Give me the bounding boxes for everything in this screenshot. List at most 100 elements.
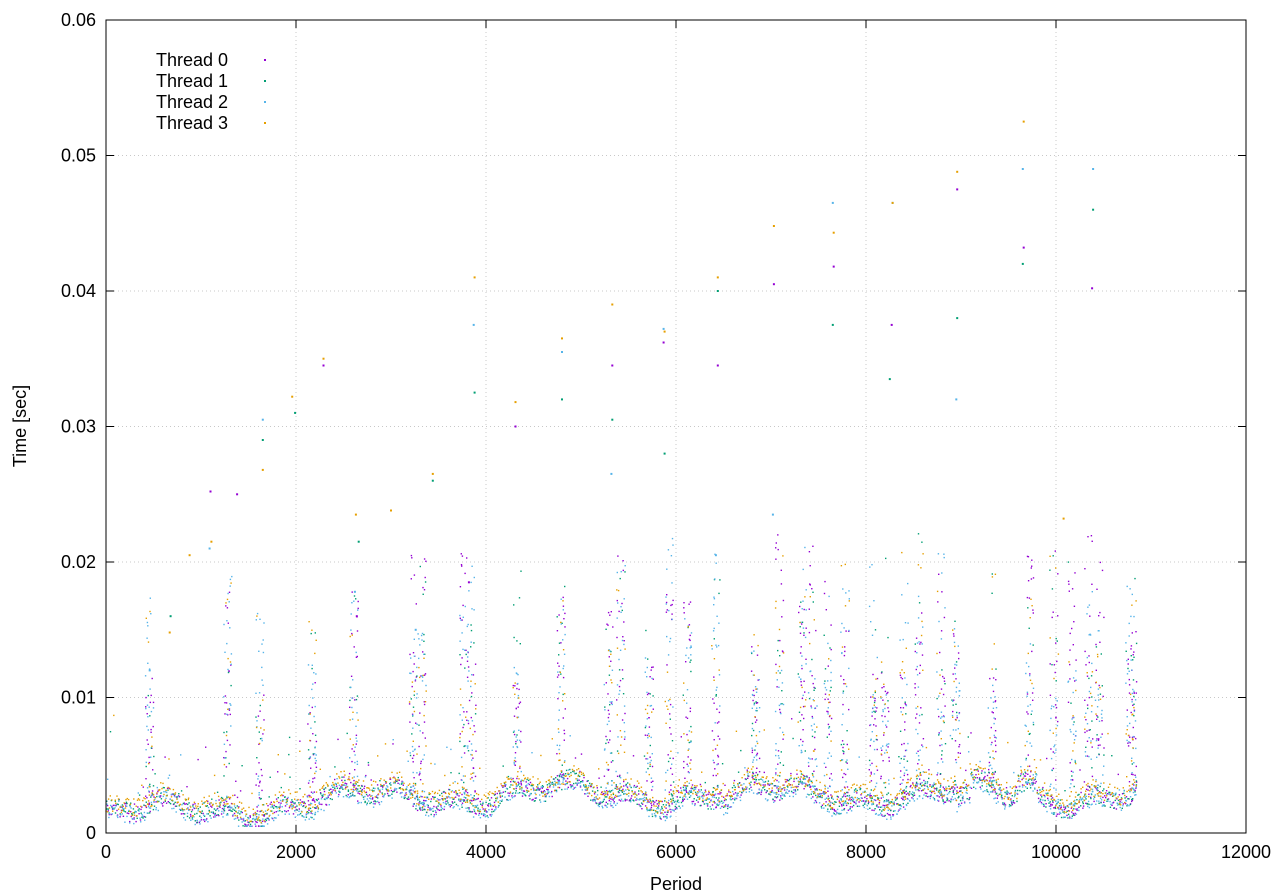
data-point xyxy=(888,760,890,762)
data-point xyxy=(916,785,918,787)
data-point xyxy=(415,603,417,605)
data-point xyxy=(846,762,848,764)
data-point xyxy=(110,813,112,816)
data-point xyxy=(824,785,827,788)
data-point xyxy=(699,783,702,786)
data-point xyxy=(226,795,228,798)
data-point xyxy=(828,715,831,718)
data-point xyxy=(314,807,316,809)
data-point xyxy=(593,798,595,801)
data-point xyxy=(194,820,196,822)
data-point xyxy=(774,796,776,798)
data-point xyxy=(997,801,999,803)
data-point xyxy=(782,599,785,602)
data-point xyxy=(623,598,625,600)
data-point xyxy=(228,798,231,800)
data-point xyxy=(960,787,962,789)
data-point xyxy=(129,805,131,808)
data-point xyxy=(150,731,152,733)
data-point xyxy=(932,784,934,786)
data-point xyxy=(430,800,432,803)
data-point xyxy=(922,797,924,800)
data-point xyxy=(727,807,729,810)
data-point xyxy=(269,803,271,805)
data-point xyxy=(307,812,309,815)
data-point xyxy=(1070,702,1072,704)
data-point xyxy=(1045,792,1047,795)
data-point xyxy=(614,787,616,790)
data-point xyxy=(641,808,643,810)
data-point xyxy=(169,798,171,801)
data-point xyxy=(420,795,422,797)
data-point xyxy=(884,786,887,789)
data-point xyxy=(133,814,136,816)
data-point xyxy=(213,813,216,816)
data-point xyxy=(901,791,903,794)
data-point xyxy=(1039,800,1041,802)
data-point xyxy=(263,814,266,816)
data-point xyxy=(960,790,962,792)
data-point xyxy=(1134,791,1136,793)
data-point xyxy=(846,743,848,746)
data-point xyxy=(1108,793,1110,795)
data-point xyxy=(424,800,426,802)
data-point xyxy=(1074,799,1076,802)
data-point xyxy=(430,809,432,811)
data-point xyxy=(889,809,892,812)
data-point xyxy=(461,555,464,557)
data-point xyxy=(1009,786,1011,788)
data-point xyxy=(467,745,469,747)
data-point xyxy=(163,801,165,804)
data-point xyxy=(175,796,178,798)
data-point xyxy=(846,812,848,814)
data-point xyxy=(1047,797,1049,800)
data-point xyxy=(1109,800,1111,803)
data-point xyxy=(507,775,510,778)
data-point xyxy=(240,811,242,814)
data-point xyxy=(366,798,369,800)
data-point xyxy=(466,788,468,791)
data-point xyxy=(958,690,960,692)
data-point xyxy=(980,779,982,781)
data-point xyxy=(475,806,478,808)
data-point xyxy=(1126,804,1129,806)
data-point xyxy=(309,807,312,810)
data-point xyxy=(188,817,191,819)
data-point xyxy=(491,811,493,813)
data-point xyxy=(937,772,939,774)
data-point xyxy=(592,800,595,802)
data-point xyxy=(550,792,552,794)
data-point xyxy=(557,780,559,782)
data-point xyxy=(1117,773,1119,776)
data-point xyxy=(476,804,479,806)
data-point xyxy=(915,789,917,791)
data-point xyxy=(665,815,667,818)
data-point xyxy=(1133,695,1135,698)
data-point xyxy=(903,792,906,794)
data-point xyxy=(1072,723,1075,726)
data-point xyxy=(1034,782,1036,784)
data-point xyxy=(864,790,866,793)
data-point xyxy=(396,791,398,793)
data-point xyxy=(1083,781,1086,783)
data-point xyxy=(416,794,418,796)
data-point xyxy=(107,798,110,800)
data-point xyxy=(454,781,456,783)
data-point xyxy=(843,809,845,811)
data-point xyxy=(1052,767,1055,770)
data-point xyxy=(511,797,514,799)
data-point xyxy=(1086,802,1089,805)
data-point xyxy=(800,621,802,624)
data-point xyxy=(289,776,291,778)
data-point xyxy=(255,784,257,786)
data-point xyxy=(750,786,752,788)
data-point xyxy=(188,809,190,811)
data-point xyxy=(786,779,788,781)
data-point xyxy=(610,702,613,704)
data-point xyxy=(1060,816,1063,819)
data-point xyxy=(128,810,130,812)
data-point xyxy=(408,790,410,792)
data-point xyxy=(682,694,684,696)
data-point xyxy=(808,794,810,796)
data-point xyxy=(351,602,353,604)
